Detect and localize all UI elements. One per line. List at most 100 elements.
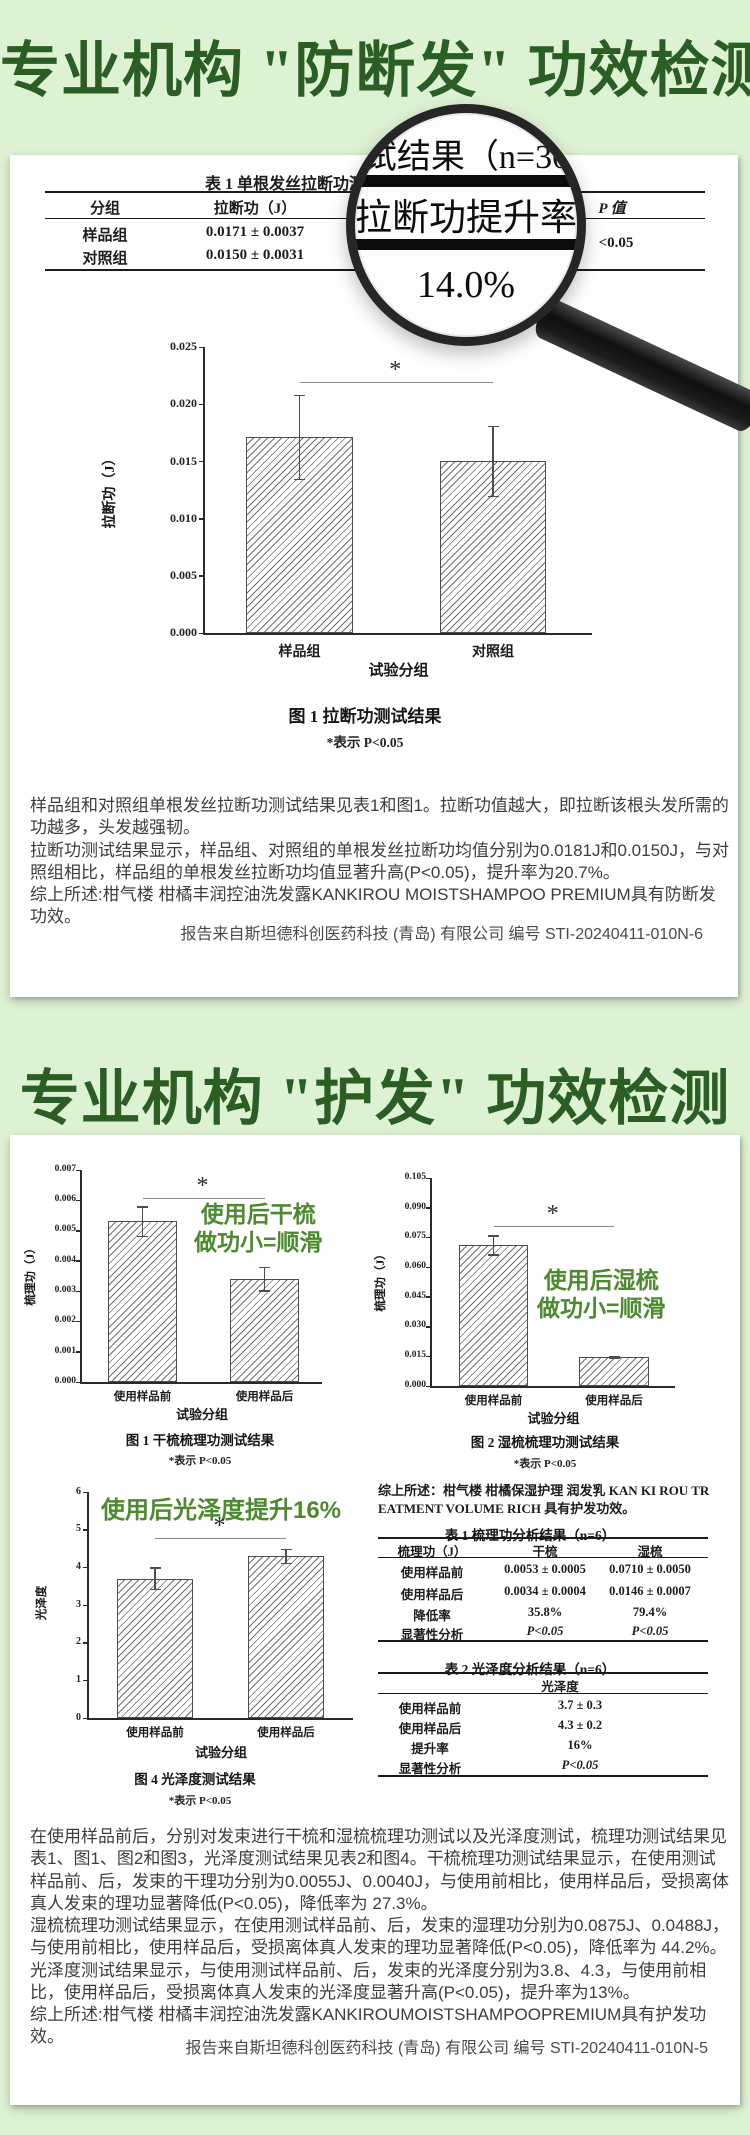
t2-r2-value: 4.3 ± 0.2: [557, 1718, 603, 1732]
table2-s2-top-rule: [378, 1672, 708, 1674]
y-tick-label: 0.002: [54, 1315, 76, 1326]
y-tick-label: 0.075: [404, 1231, 426, 1242]
t1-r3-label: 降低率: [413, 1609, 451, 1623]
section2-paragraphs: 在使用样品前后，分别对发束进行干梳和湿梳梳理功测试以及光泽度测试，梳理功测试结果…: [30, 1826, 732, 2049]
y-tick-mark: [83, 1717, 89, 1719]
significance-star: *: [196, 1173, 209, 1199]
y-axis-label: 拉断功（J）: [103, 451, 118, 529]
error-bar-cap: [259, 1290, 270, 1292]
section2-title: 专业机构 "护发" 功效检测: [19, 1066, 731, 1132]
y-tick-label: 0.000: [54, 1375, 76, 1386]
y-tick-label: 0.003: [54, 1284, 76, 1295]
bar: [248, 1556, 324, 1718]
y-tick-label: 0.105: [404, 1171, 426, 1182]
y-tick-mark: [199, 460, 205, 463]
error-bar-cap: [488, 1254, 499, 1256]
section1-title: 专业机构 "防断发" 功效检测: [0, 38, 750, 104]
y-tick-label: 5: [76, 1523, 81, 1535]
table1-row1-value: 0.0171 ± 0.0037: [205, 224, 305, 240]
t2-r4-value: P<0.05: [561, 1758, 599, 1772]
t1-col-wet: 湿梳: [637, 1545, 663, 1559]
chart-annotation-line: 做功小=顺滑: [537, 1295, 666, 1322]
x-category-label: 使用样品后: [585, 1395, 643, 1407]
y-tick-label: 0.001: [54, 1345, 76, 1356]
y-tick-mark: [83, 1529, 89, 1531]
y-tick-label: 0.060: [404, 1260, 426, 1271]
magnifier-lens: 试结果（n=30 拉断功提升率 14.0%: [346, 104, 586, 346]
error-bar: [141, 1206, 144, 1237]
error-bar-cap: [487, 495, 499, 498]
y-tick-mark: [83, 1604, 89, 1606]
y-tick-label: 0.005: [170, 568, 197, 582]
x-axis-label: 试验分组: [368, 663, 429, 679]
gloss-headline: 使用后光泽度提升16%: [100, 1497, 342, 1524]
table1-s2-title: 表 1 梳理功分析结果（n=6）: [444, 1528, 616, 1543]
error-bar: [154, 1567, 156, 1590]
chart-annotation-line: 使用后湿梳: [543, 1267, 659, 1293]
y-tick-label: 0.030: [404, 1320, 426, 1331]
magnifier-value: 14.0%: [416, 264, 516, 306]
table1-s2-top-rule: [378, 1537, 708, 1539]
magnifier-rule-top: [355, 175, 577, 187]
y-tick-label: 4: [76, 1560, 81, 1572]
t1-r4-dry: P<0.05: [526, 1624, 564, 1638]
y-tick-mark: [426, 1177, 432, 1179]
chart-annotation-line: 使用后干梳: [200, 1201, 316, 1227]
y-tick-mark: [83, 1642, 89, 1644]
s2-paragraph: 在使用样品前后，分别对发束进行干梳和湿梳梳理功测试以及光泽度测试，梳理功测试结果…: [30, 1827, 729, 1913]
error-bar-cap: [137, 1235, 148, 1238]
y-tick-mark: [426, 1355, 432, 1358]
y-tick-label: 1: [76, 1673, 81, 1685]
error-bar-cap: [294, 478, 305, 481]
t1-col-dry: 干梳: [532, 1545, 558, 1559]
significance-line: [493, 1226, 614, 1228]
table1-row2-group: 对照组: [82, 251, 128, 267]
y-tick-label: 0.010: [170, 510, 197, 525]
t2-r3-label: 提升率: [411, 1742, 449, 1756]
y-tick-label: 0.005: [54, 1224, 76, 1235]
y-tick-mark: [199, 518, 205, 520]
y-tick-label: 0.045: [404, 1290, 426, 1301]
error-bar: [285, 1548, 287, 1564]
bar: [579, 1357, 649, 1386]
x-category-label: 使用样品前: [126, 1727, 184, 1739]
s1-paragraph: 样品组和对照组单根发丝拉断功测试结果见表1和图1。拉断功值越大，即拉断该根头发所…: [30, 796, 729, 838]
y-tick-label: 2: [76, 1636, 81, 1648]
chart-annotation-line: 做功小=顺滑: [194, 1229, 323, 1256]
y-tick-mark: [426, 1266, 432, 1269]
t2-r3-value: 16%: [567, 1738, 593, 1752]
section1-report-line: 报告来自斯坦德科创医药科技 (青岛) 有限公司 编号 STI-20240411-…: [180, 926, 703, 943]
table1-s2-bottom-rule: [378, 1640, 708, 1642]
y-tick-label: 0.015: [170, 453, 197, 468]
error-bar-cap: [137, 1206, 148, 1208]
y-tick-mark: [76, 1230, 82, 1232]
t1-r1-dry: 0.0053 ± 0.0005: [504, 1562, 586, 1576]
section2-summary: 综上所述：柑气楼 柑橘保湿护理 润发乳 KAN KI ROU TREATMENT…: [378, 1483, 710, 1517]
y-tick-mark: [199, 632, 205, 634]
y-tick-label: 0.000: [170, 625, 197, 640]
table1-p-value: <0.05: [598, 235, 634, 251]
significance-star: *: [389, 357, 402, 383]
y-tick-mark: [76, 1351, 82, 1353]
y-tick-mark: [83, 1566, 89, 1569]
table2-s2-header-rule: [378, 1693, 708, 1695]
y-tick-mark: [199, 403, 205, 406]
y-tick-mark: [76, 1169, 82, 1171]
y-axis-label: 梳理功（J）: [25, 1242, 37, 1306]
error-bar-cap: [608, 1355, 620, 1358]
y-tick-label: 0.000: [404, 1379, 426, 1390]
fig4-note: *表示 P<0.05: [168, 1795, 232, 1807]
y-tick-mark: [83, 1679, 89, 1682]
fig1-note-s2: *表示 P<0.05: [168, 1455, 232, 1467]
dry-comb-chart: 0.000 0.001 0.002 0.003 0.004 0.005 0.006 0.007…: [25, 1164, 323, 1422]
x-category-label: 使用样品后: [235, 1391, 294, 1403]
t1-r2-label: 使用样品后: [400, 1588, 464, 1602]
error-bar-cap: [487, 425, 499, 428]
t1-r2-dry: 0.0034 ± 0.0004: [504, 1584, 586, 1598]
fig1-note-s1: *表示 P<0.05: [326, 735, 404, 750]
y-tick-mark: [426, 1296, 432, 1298]
y-tick-mark: [76, 1290, 82, 1293]
y-tick-mark: [426, 1385, 432, 1387]
y-tick-label: 0.015: [404, 1350, 426, 1361]
t2-r1-value: 3.7 ± 0.3: [557, 1698, 603, 1712]
